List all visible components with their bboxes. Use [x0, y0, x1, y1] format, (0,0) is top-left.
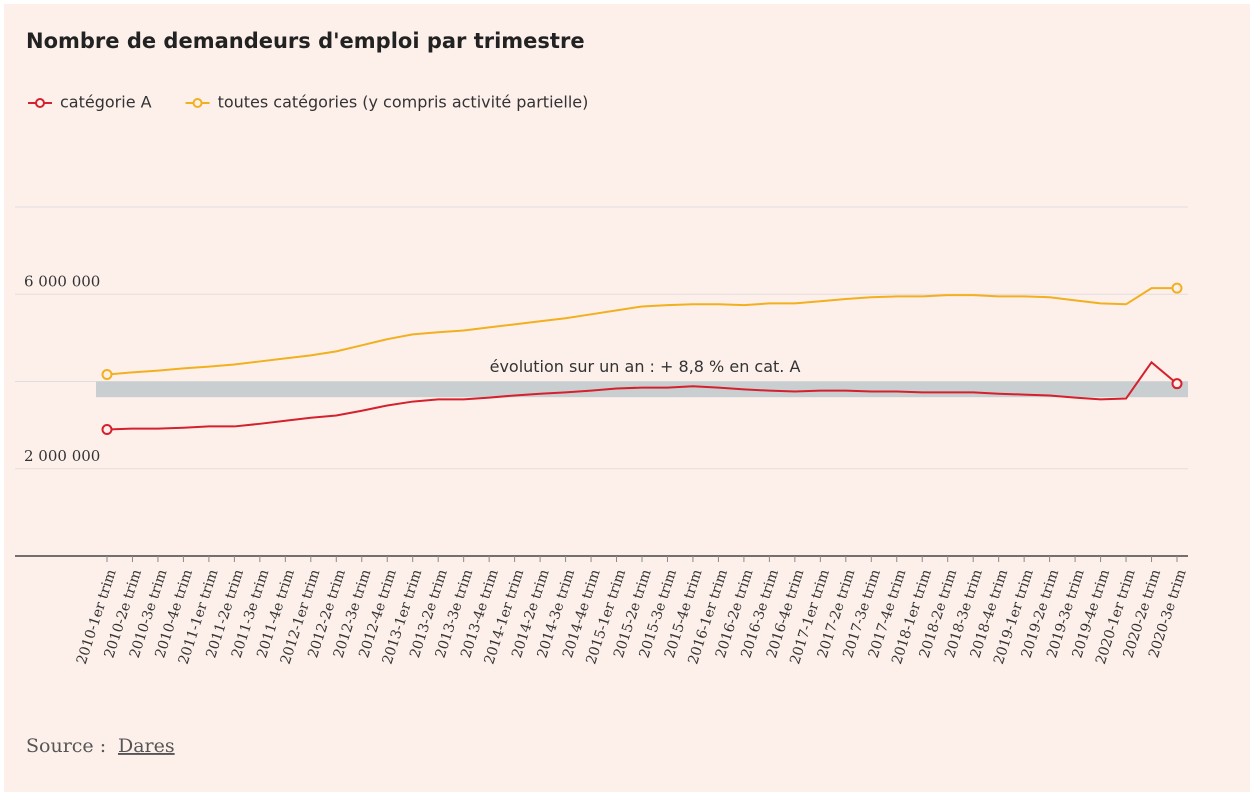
legend-label: toutes catégories (y compris activité pa…: [218, 93, 589, 112]
legend-marker: [192, 98, 203, 108]
y-tick-label: 2 000 000: [24, 447, 100, 465]
end-marker: [101, 423, 113, 435]
source-label: Source :: [26, 735, 106, 757]
annotation-text: évolution sur un an : + 8,8 % en cat. A: [490, 357, 801, 376]
series-line: [106, 360, 1178, 431]
end-marker: [1171, 282, 1183, 294]
end-marker: [101, 369, 113, 381]
end-marker: [1171, 378, 1183, 390]
background: [4, 4, 1250, 792]
chart-title: Nombre de demandeurs d'emploi par trimes…: [26, 29, 585, 53]
annotation-band: [96, 381, 1188, 398]
series-line: [106, 287, 1177, 376]
source-link[interactable]: Dares: [118, 735, 175, 757]
legend-marker: [35, 98, 45, 108]
y-tick-label: 6 000 000: [24, 272, 100, 290]
legend-label: catégorie A: [60, 93, 152, 112]
